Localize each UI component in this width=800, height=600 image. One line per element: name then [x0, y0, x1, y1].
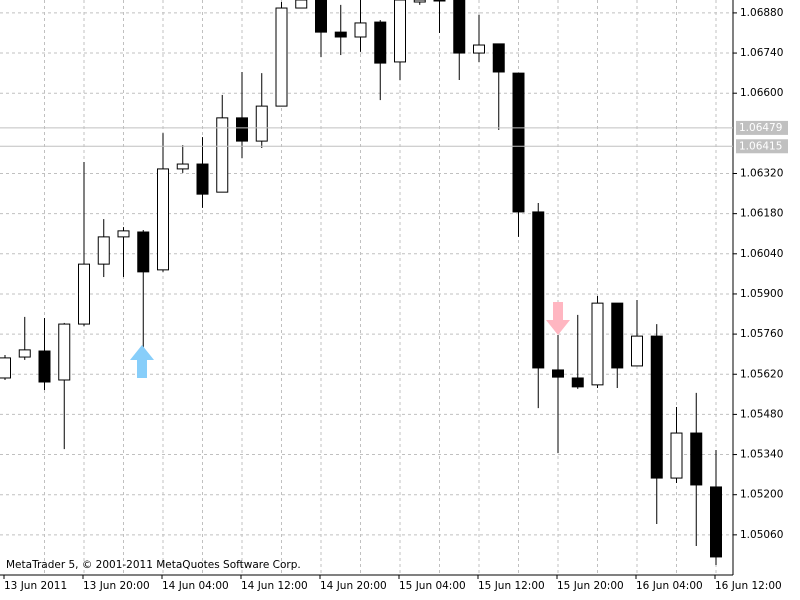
- price-label-box: [736, 139, 788, 154]
- y-tick-label: 1.06180: [740, 208, 783, 220]
- candle-body: [492, 43, 505, 73]
- candles: [0, 0, 722, 565]
- price-label: 1.06479: [739, 122, 782, 134]
- candle-body: [137, 231, 150, 273]
- candle-body: [0, 357, 11, 379]
- price-label-box: [736, 120, 788, 135]
- candle-body: [354, 22, 367, 38]
- price-label: 1.06415: [739, 140, 782, 152]
- candle-body: [611, 302, 624, 369]
- candle-body: [236, 117, 248, 142]
- candle-body: [78, 263, 90, 325]
- candle-body: [374, 21, 387, 64]
- candle-body: [394, 0, 406, 63]
- candle-body: [433, 0, 446, 2]
- candle-body: [176, 163, 189, 170]
- y-tick-label: 1.06880: [740, 7, 783, 19]
- y-tick-label: 1.06740: [740, 47, 783, 59]
- candle-body: [690, 432, 703, 486]
- grid: [0, 0, 733, 575]
- candle-body: [295, 0, 308, 9]
- candle-body: [512, 72, 525, 213]
- x-tick-label: 16 Jun 12:00: [715, 580, 782, 592]
- candle-body: [216, 117, 229, 193]
- y-tick-label: 1.06040: [740, 248, 783, 260]
- candle-body: [453, 0, 466, 54]
- y-tick-label: 1.06320: [740, 168, 783, 180]
- y-tick-label: 1.05760: [740, 328, 783, 340]
- y-tick-label: 1.05200: [740, 489, 783, 501]
- candle-body: [532, 211, 545, 369]
- x-tick-label: 14 Jun 20:00: [320, 580, 387, 592]
- candle-body: [473, 44, 485, 54]
- x-tick-label: 13 Jun 20:00: [83, 580, 150, 592]
- x-tick-label: 14 Jun 04:00: [162, 580, 229, 592]
- candle-body: [631, 335, 643, 367]
- candle-body: [670, 432, 683, 479]
- candle-body: [591, 302, 604, 386]
- candle-body: [552, 369, 564, 378]
- candle-body: [710, 486, 722, 558]
- candle-body: [117, 230, 130, 238]
- candle-body: [18, 349, 31, 358]
- y-tick-label: 1.05060: [740, 529, 783, 541]
- candle-body: [157, 168, 169, 271]
- candle-body: [38, 350, 51, 383]
- y-tick-label: 1.05900: [740, 288, 783, 300]
- buy-arrow: [130, 345, 154, 378]
- y-tick-label: 1.05480: [740, 408, 783, 420]
- x-tick-label: 15 Jun 12:00: [478, 580, 545, 592]
- candle-body: [650, 335, 663, 479]
- candle-body: [255, 105, 268, 142]
- candle-body: [196, 163, 209, 195]
- candle-body: [334, 31, 347, 38]
- x-tick-label: 13 Jun 2011: [4, 580, 67, 592]
- y-tick-label: 1.05340: [740, 449, 783, 461]
- candle-body: [58, 323, 71, 381]
- sell-arrow: [546, 302, 570, 335]
- y-tick-label: 1.05620: [740, 368, 783, 380]
- x-tick-label: 16 Jun 04:00: [636, 580, 703, 592]
- x-tick-label: 15 Jun 20:00: [557, 580, 624, 592]
- y-tick-label: 1.06600: [740, 87, 783, 99]
- candle-body: [315, 0, 327, 33]
- candle-body: [275, 7, 288, 107]
- candle-body: [571, 377, 584, 388]
- candle-body: [97, 236, 110, 265]
- candle-body: [413, 0, 426, 3]
- x-tick-label: 14 Jun 12:00: [241, 580, 308, 592]
- watermark: MetaTrader 5, © 2001-2011 MetaQuotes Sof…: [6, 559, 301, 571]
- x-tick-label: 15 Jun 04:00: [399, 580, 466, 592]
